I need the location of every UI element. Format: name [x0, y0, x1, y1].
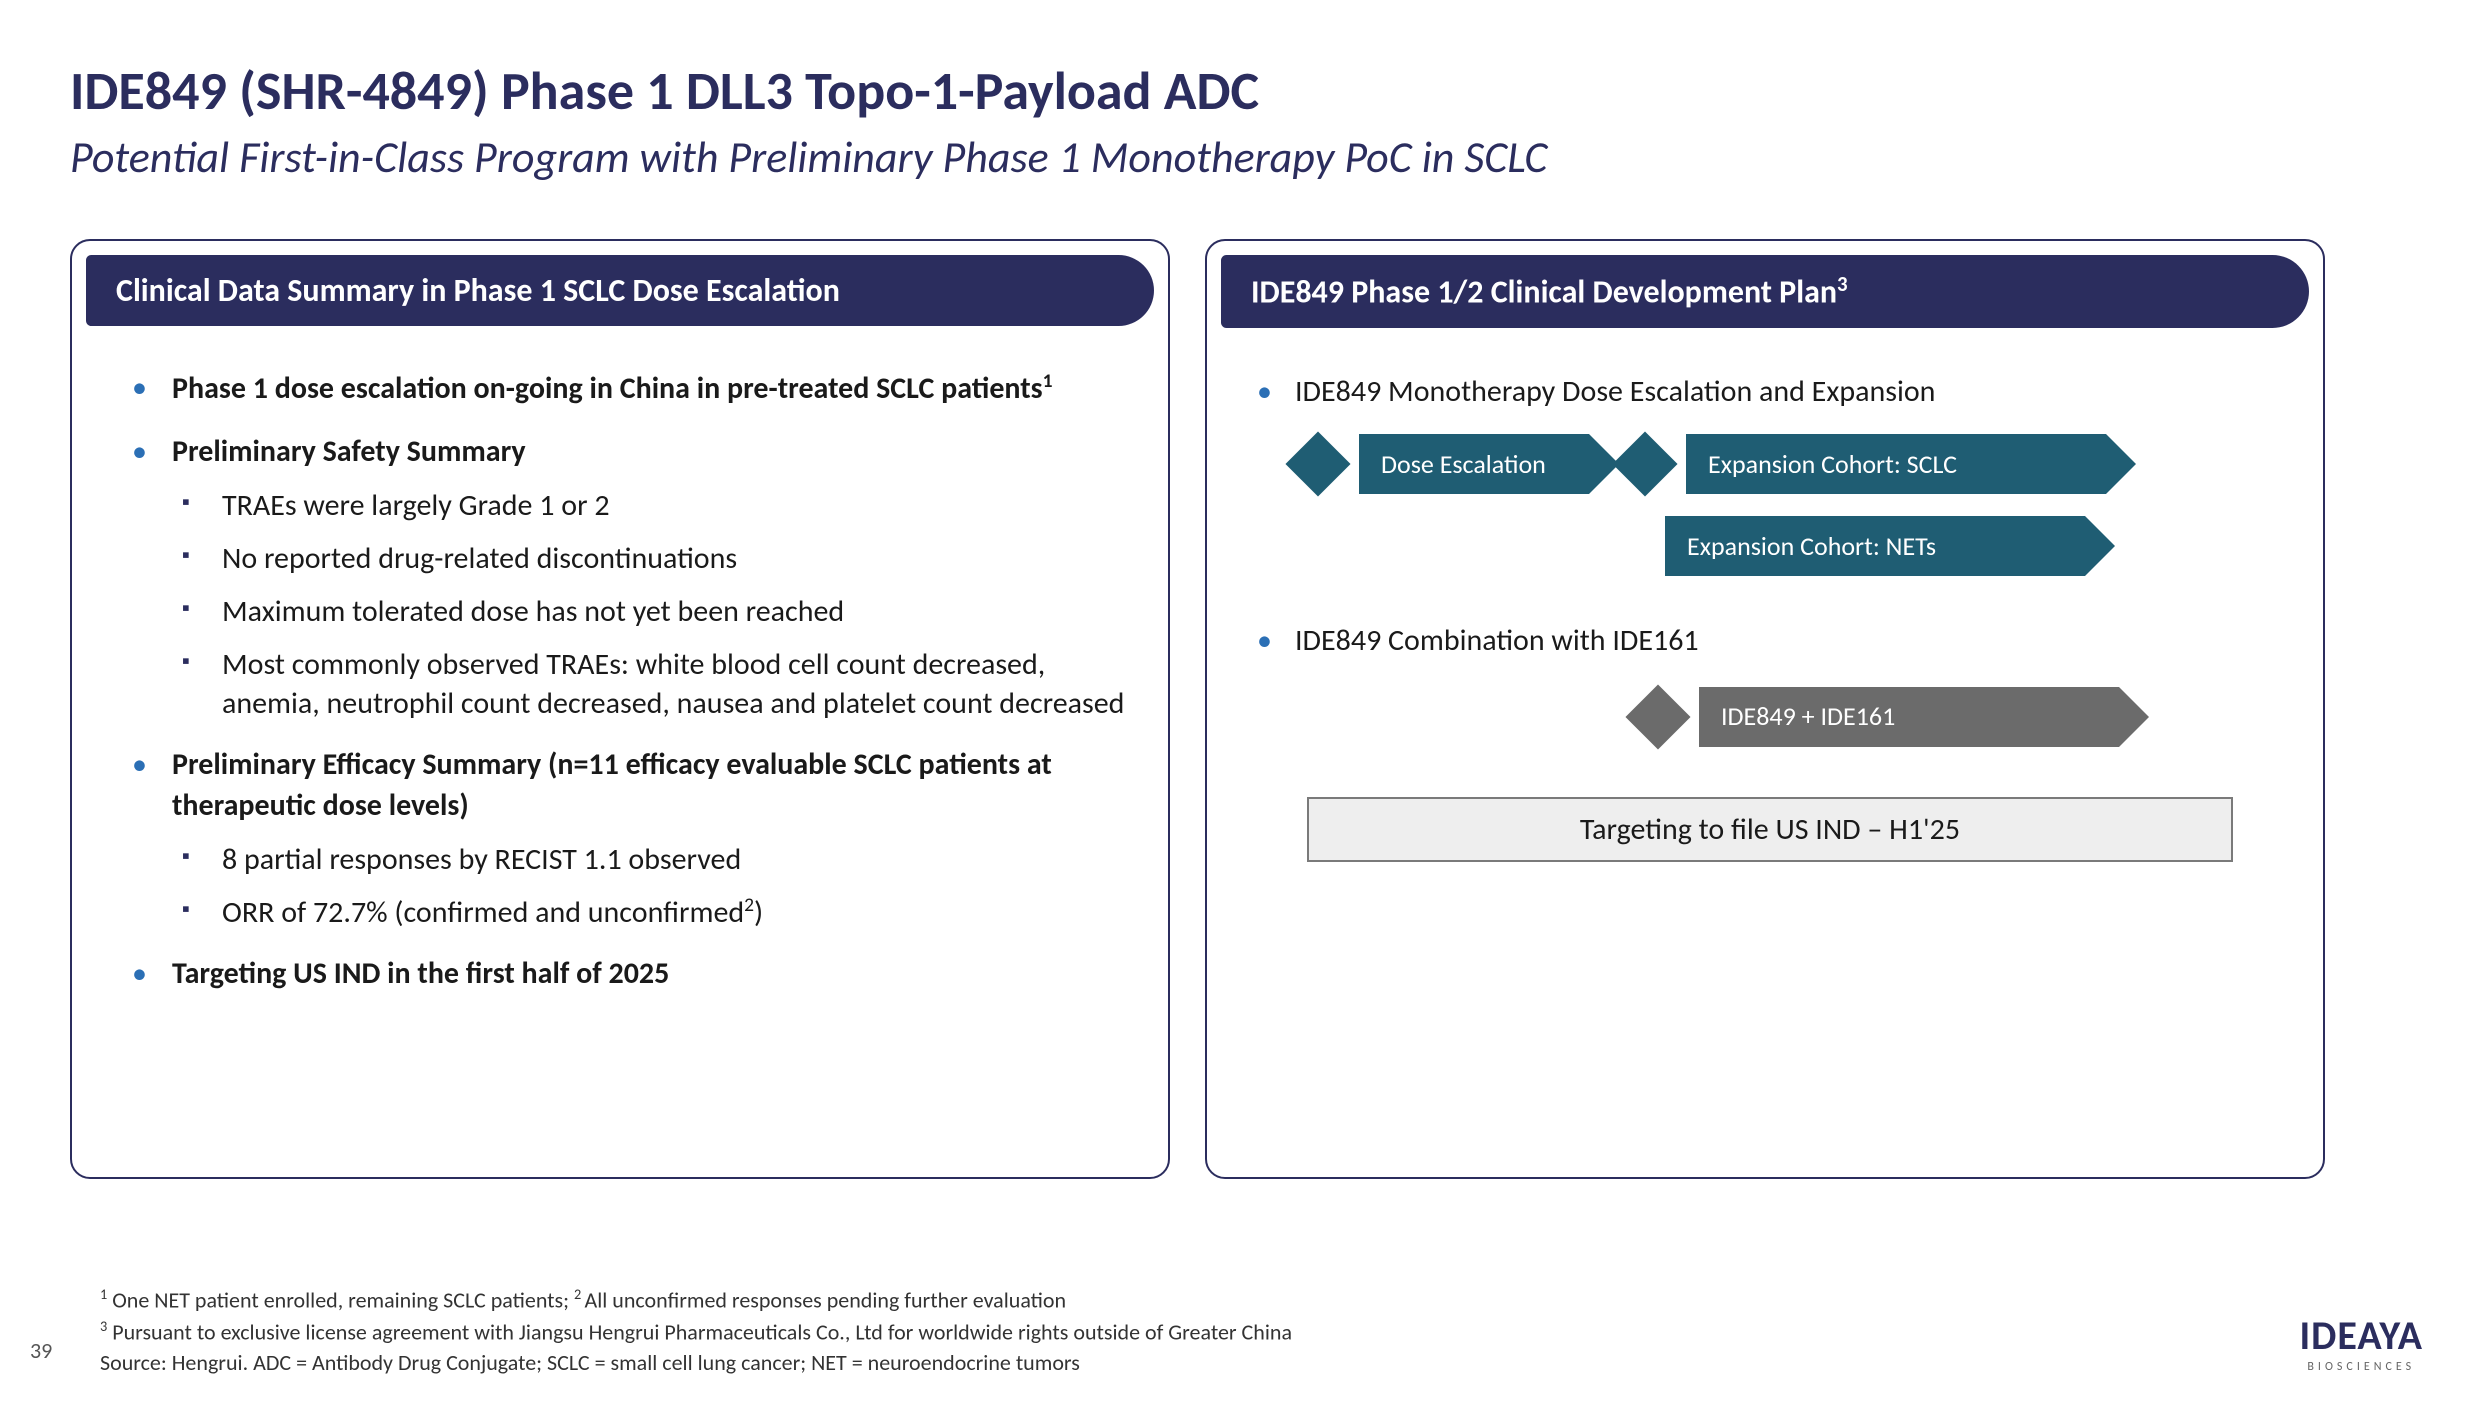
left-item-1: Phase 1 dose escalation on-going in Chin… [122, 368, 1138, 410]
footnote-source: Source: Hengrui. ADC = Antibody Drug Con… [100, 1348, 2000, 1379]
slide-title: IDE849 (SHR-4849) Phase 1 DLL3 Topo-1-Pa… [70, 60, 2413, 122]
fn2-sup: 2 [574, 1285, 584, 1303]
footnote-1-2: 1 One NET patient enrolled, remaining SC… [100, 1284, 2000, 1316]
left-item-1-text: Phase 1 dose escalation on-going in Chin… [172, 370, 1053, 407]
left-item-3: Preliminary Efficacy Summary (n=11 effic… [122, 745, 1138, 932]
logo: IDEAYA BIOSCIENCES [2300, 1311, 2423, 1374]
panels-row: Clinical Data Summary in Phase 1 SCLC Do… [70, 239, 2413, 1179]
left-item-4-text: Targeting US IND in the first half of 20… [172, 955, 669, 992]
left-item-3-sublist: 8 partial responses by RECIST 1.1 observ… [172, 840, 1138, 932]
right-panel: IDE849 Phase 1/2 Clinical Development Pl… [1205, 239, 2325, 1179]
left-item-2-sub3: Maximum tolerated dose has not yet been … [172, 592, 1138, 631]
left-item-2: Preliminary Safety Summary TRAEs were la… [122, 432, 1138, 724]
footnote-3: 3 Pursuant to exclusive license agreemen… [100, 1316, 2000, 1348]
right-item-2: IDE849 Combination with IDE161 IDE849 + … [1247, 621, 2293, 747]
left-item-3-sub1: 8 partial responses by RECIST 1.1 observ… [172, 840, 1138, 879]
logo-main: IDEAYA [2300, 1311, 2423, 1360]
diagram-row-1: Dose Escalation Expansion Cohort: SCLC [1295, 434, 2293, 494]
left-item-3-sub2: ORR of 72.7% (confirmed and unconfirmed2… [172, 893, 1138, 932]
fn3-text: Pursuant to exclusive license agreement … [107, 1318, 1292, 1345]
diamond-icon [1285, 432, 1350, 497]
left-panel-body: Phase 1 dose escalation on-going in Chin… [72, 326, 1168, 1015]
left-item-3-text: Preliminary Efficacy Summary (n=11 effic… [172, 746, 1052, 824]
right-item-1-text: IDE849 Monotherapy Dose Escalation and E… [1295, 373, 1935, 410]
left-item-3-sub2-sup: 2 [744, 893, 754, 917]
box-combo: IDE849 + IDE161 [1699, 687, 2119, 747]
left-item-1-sup: 1 [1043, 369, 1053, 393]
slide-subtitle: Potential First-in-Class Program with Pr… [70, 130, 2413, 184]
page-number: 39 [30, 1337, 52, 1364]
left-panel: Clinical Data Summary in Phase 1 SCLC Do… [70, 239, 1170, 1179]
diamond-icon [1612, 432, 1677, 497]
left-item-1-pre: Phase 1 dose escalation on-going in Chin… [172, 370, 1043, 407]
left-item-2-sub2: No reported drug-related discontinuation… [172, 539, 1138, 578]
right-item-2-text: IDE849 Combination with IDE161 [1295, 622, 1699, 659]
left-item-2-text: Preliminary Safety Summary [172, 433, 526, 470]
diamond-icon [1625, 684, 1690, 749]
left-item-2-sub4: Most commonly observed TRAEs: white bloo… [172, 645, 1138, 723]
right-panel-header-pre: IDE849 Phase 1/2 Clinical Development Pl… [1251, 273, 1837, 312]
box-expansion-sclc: Expansion Cohort: SCLC [1686, 434, 2106, 494]
left-item-3-sub2-post: ) [754, 894, 763, 931]
fn1-text: One NET patient enrolled, remaining SCLC… [107, 1286, 574, 1313]
left-item-4: Targeting US IND in the first half of 20… [122, 954, 1138, 995]
logo-sub: BIOSCIENCES [2300, 1360, 2423, 1374]
right-panel-header-sup: 3 [1837, 271, 1848, 297]
right-list: IDE849 Monotherapy Dose Escalation and E… [1247, 372, 2293, 747]
left-item-2-sublist: TRAEs were largely Grade 1 or 2 No repor… [172, 486, 1138, 723]
slide: IDE849 (SHR-4849) Phase 1 DLL3 Topo-1-Pa… [0, 0, 2483, 1409]
right-panel-header: IDE849 Phase 1/2 Clinical Development Pl… [1221, 255, 2309, 328]
left-list: Phase 1 dose escalation on-going in Chin… [122, 368, 1138, 995]
fn2-text: All unconfirmed responses pending furthe… [585, 1286, 1067, 1313]
left-item-3-sub2-pre: ORR of 72.7% (confirmed and unconfirmed [222, 894, 744, 931]
box-expansion-nets: Expansion Cohort: NETs [1665, 516, 2085, 576]
diagram-row-2: Expansion Cohort: NETs [1665, 516, 2293, 576]
left-panel-header: Clinical Data Summary in Phase 1 SCLC Do… [86, 255, 1154, 326]
target-box: Targeting to file US IND – H1'25 [1307, 797, 2233, 862]
box-dose-escalation: Dose Escalation [1359, 434, 1589, 494]
diagram-row-3: IDE849 + IDE161 [1635, 687, 2293, 747]
footnotes: 1 One NET patient enrolled, remaining SC… [100, 1284, 2000, 1379]
right-panel-body: IDE849 Monotherapy Dose Escalation and E… [1207, 328, 2323, 882]
right-item-1: IDE849 Monotherapy Dose Escalation and E… [1247, 372, 2293, 577]
left-item-2-sub1: TRAEs were largely Grade 1 or 2 [172, 486, 1138, 525]
